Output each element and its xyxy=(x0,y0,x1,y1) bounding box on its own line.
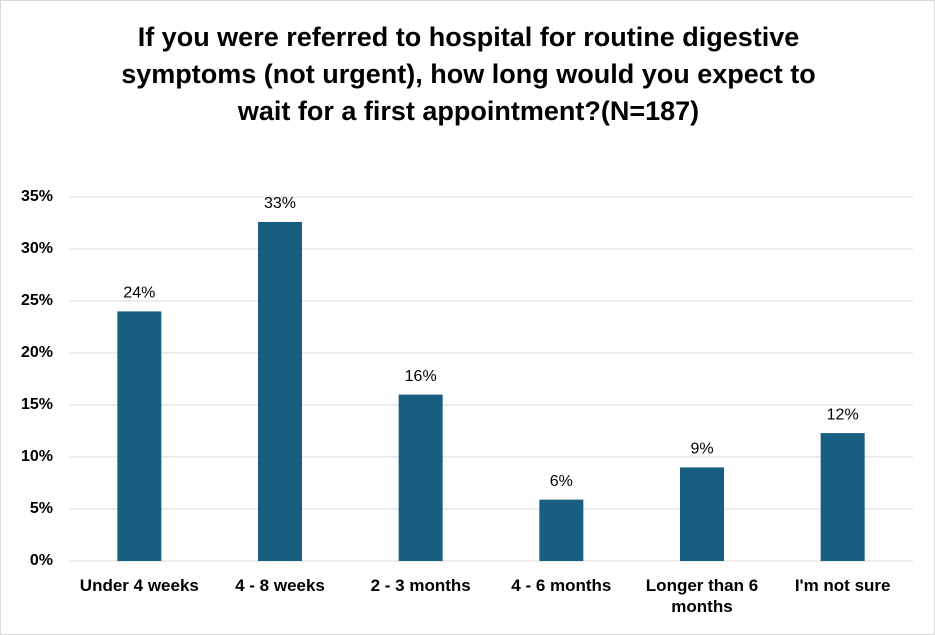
x-tick-label: 4 - 6 months xyxy=(511,576,612,595)
y-tick-label: 10% xyxy=(21,448,53,465)
x-tick-label: I'm not sure xyxy=(794,576,891,595)
value-label: 9% xyxy=(690,441,713,458)
y-tick-label: 15% xyxy=(21,396,53,413)
y-tick-label: 20% xyxy=(21,344,53,361)
chart-title: If you were referred to hospital for rou… xyxy=(121,22,816,126)
y-tick-label: 35% xyxy=(21,188,53,205)
x-tick-label: 2 - 3 months xyxy=(370,576,471,595)
y-tick-label: 25% xyxy=(21,292,53,309)
value-label: 24% xyxy=(123,285,155,302)
value-label: 33% xyxy=(264,195,296,212)
bar xyxy=(539,499,584,561)
x-tick-label: Longer than 6 months xyxy=(645,576,759,616)
value-label: 16% xyxy=(405,368,437,385)
bar xyxy=(258,221,302,561)
bar xyxy=(117,311,162,561)
y-tick-label: 0% xyxy=(30,552,53,569)
bar xyxy=(398,394,443,561)
value-label: 6% xyxy=(550,473,573,490)
y-tick-label: 5% xyxy=(30,500,53,517)
x-tick-label: Under 4 weeks xyxy=(79,576,199,595)
bar xyxy=(820,433,865,561)
value-label: 12% xyxy=(827,406,859,423)
y-tick-label: 30% xyxy=(21,240,53,257)
x-tick-label: 4 - 8 weeks xyxy=(235,576,325,595)
bar xyxy=(680,467,724,561)
